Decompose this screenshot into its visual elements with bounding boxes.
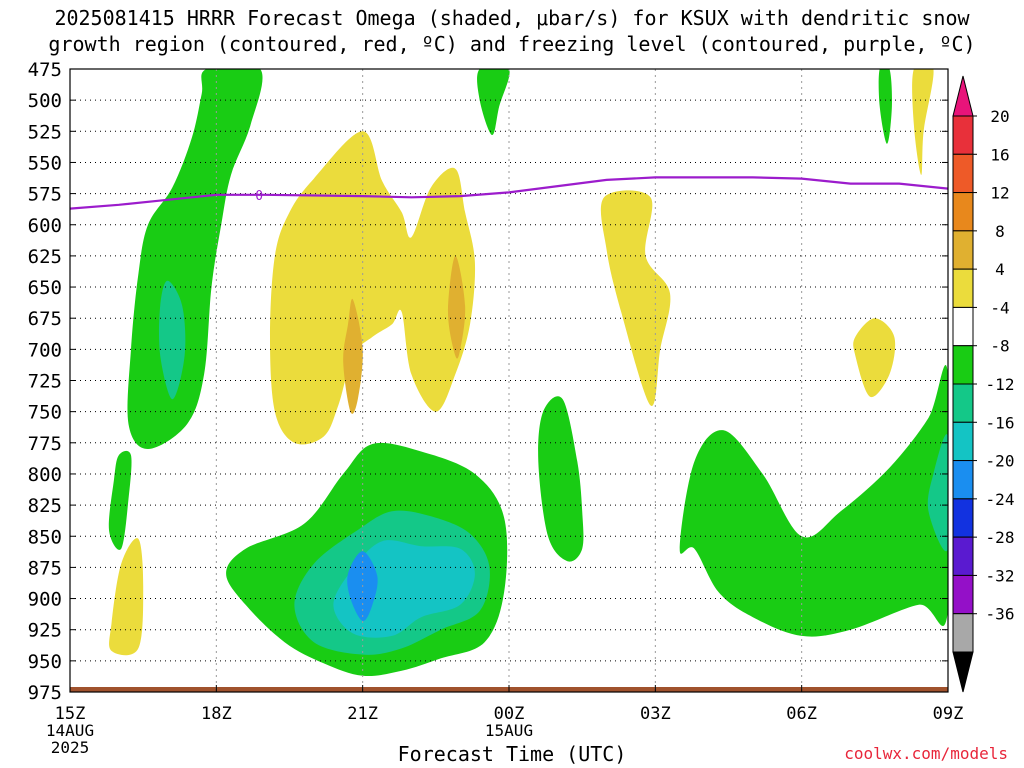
- x-tick-label: 21Z: [347, 704, 378, 724]
- y-tick-label: 950: [28, 651, 62, 673]
- colorbar-label: -12: [986, 375, 1015, 394]
- colorbar-label: -28: [986, 528, 1015, 547]
- colorbar-label: 16: [990, 145, 1009, 164]
- colorbar-label: -32: [986, 566, 1015, 585]
- y-axis-ticks: 475 500 525 550 575 600 625 650 675 700 725 750 775 8…: [28, 59, 948, 704]
- colorbar-segment: [952, 192, 974, 232]
- x-tick-sublabel: 14AUG: [46, 721, 94, 740]
- colorbar-segment: [952, 153, 974, 194]
- y-tick-label: 775: [28, 433, 62, 455]
- omega-region-4-15: [600, 190, 671, 407]
- omega-region--4-2: [108, 450, 132, 550]
- colorbar-label: -4: [990, 298, 1009, 317]
- colorbar-segment: [952, 613, 974, 653]
- y-tick-label: 625: [28, 246, 62, 268]
- freezing-level-label: 0: [255, 189, 263, 204]
- colorbar-bottom-arrow: [952, 651, 974, 693]
- y-tick-label: 475: [28, 59, 62, 81]
- x-tick-label: 03Z: [640, 704, 671, 724]
- y-tick-label: 825: [28, 495, 62, 517]
- omega-region-8-14: [448, 255, 466, 359]
- colorbar: 20 16 12 8 4 -4 -8 -12 -16 -20 -24 -28 -32 -36: [952, 75, 1015, 693]
- y-tick-label: 875: [28, 557, 62, 579]
- omega-region-4-17: [912, 69, 934, 175]
- y-tick-label: 850: [28, 526, 62, 548]
- x-tick-sublabel: 15AUG: [485, 721, 533, 740]
- colorbar-label: -16: [986, 413, 1015, 432]
- colorbar-segment: [952, 498, 974, 538]
- colorbar-label: -36: [986, 605, 1015, 624]
- colorbar-segment: [952, 306, 974, 347]
- y-tick-label: 500: [28, 90, 62, 112]
- y-tick-label: 800: [28, 464, 62, 486]
- freezing-level-line: [69, 176, 949, 210]
- omega-region--4-5: [538, 396, 584, 562]
- colorbar-segment: [952, 574, 974, 615]
- credit-text: coolwx.com/models: [844, 744, 1008, 763]
- colorbar-label: 4: [995, 260, 1005, 279]
- colorbar-segment: [952, 460, 974, 500]
- chart-title-line-2: growth region (contoured, red, ºC) and f…: [48, 32, 976, 56]
- freezing-level-contour: 0: [69, 176, 949, 210]
- y-tick-label: 575: [28, 184, 62, 206]
- colorbar-top-arrow: [952, 75, 974, 117]
- colorbar-label: -8: [990, 337, 1009, 356]
- omega-region--4-3: [477, 69, 510, 136]
- y-tick-label: 525: [28, 121, 62, 143]
- chart-title-line-1: 2025081415 HRRR Forecast Omega (shaded, …: [54, 6, 970, 30]
- colorbar-segment: [952, 115, 974, 155]
- colorbar-segment: [952, 230, 974, 270]
- y-tick-label: 675: [28, 308, 62, 330]
- colorbar-label: 8: [995, 222, 1005, 241]
- omega-region-8-13: [343, 298, 363, 414]
- y-tick-label: 700: [28, 339, 62, 361]
- x-tick-sublabel: 2025: [51, 738, 90, 757]
- x-tick-label: 15Z: [55, 704, 86, 724]
- colorbar-segment: [952, 345, 974, 385]
- omega-region-4-12: [270, 131, 476, 445]
- colorbar-segment: [952, 421, 974, 462]
- omega-region--4-10: [679, 365, 948, 637]
- x-tick-label: 09Z: [933, 704, 964, 724]
- x-tick-label: 06Z: [786, 704, 817, 724]
- y-tick-label: 750: [28, 402, 62, 424]
- y-tick-label: 600: [28, 215, 62, 237]
- y-tick-label: 650: [28, 277, 62, 299]
- colorbar-label: -20: [986, 452, 1015, 471]
- omega-shading: [70, 69, 948, 692]
- x-axis-title: Forecast Time (UTC): [397, 742, 627, 766]
- omega-region--8-1: [158, 280, 186, 400]
- grid: [70, 69, 948, 692]
- colorbar-label: 20: [990, 107, 1009, 126]
- colorbar-segment: [952, 268, 974, 308]
- omega-region--8-11: [927, 434, 948, 552]
- x-tick-label: 18Z: [201, 704, 232, 724]
- omega-region--4-4: [878, 69, 892, 144]
- y-tick-label: 725: [28, 371, 62, 393]
- colorbar-label: 12: [990, 184, 1009, 203]
- omega-region-4-18: [853, 318, 896, 398]
- omega-region-4-16: [109, 538, 144, 656]
- colorbar-segment: [952, 536, 974, 576]
- y-tick-label: 550: [28, 152, 62, 174]
- colorbar-segment: [952, 383, 974, 423]
- colorbar-label: -24: [986, 490, 1015, 509]
- y-tick-label: 900: [28, 589, 62, 611]
- y-tick-label: 975: [28, 682, 62, 704]
- y-tick-label: 925: [28, 620, 62, 642]
- x-tick-label: 00Z: [494, 704, 525, 724]
